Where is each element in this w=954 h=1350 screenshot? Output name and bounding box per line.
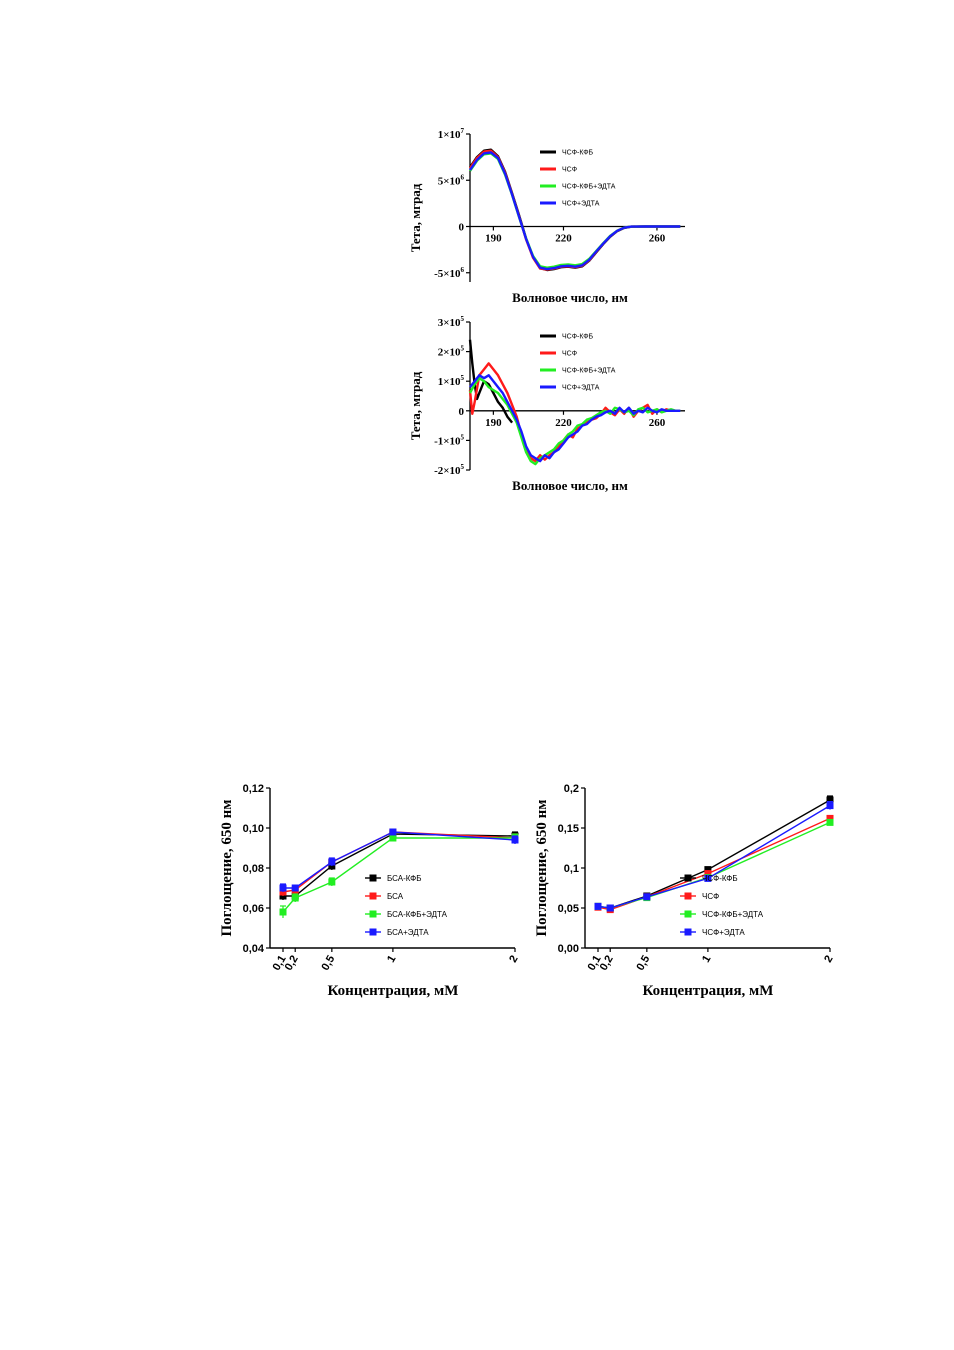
y-tick-label: 0,12 — [243, 783, 264, 795]
legend-label: ЧСФ — [562, 351, 577, 358]
y-tick-label: -5×106 — [434, 266, 464, 280]
y-tick-label: 0,05 — [558, 903, 579, 915]
y-tick-label: 3×105 — [438, 315, 465, 329]
series-line-0 — [283, 833, 516, 897]
legend-label: ЧСФ-КФБ — [702, 874, 738, 883]
legend-label: ЧСФ-КФБ+ЭДТА — [562, 184, 616, 191]
x-tick-label: 2 — [507, 954, 520, 965]
data-point — [291, 894, 299, 902]
data-point — [328, 858, 336, 866]
y-axis-label: Поглощение, 650 нм — [219, 799, 235, 936]
data-point — [279, 884, 287, 892]
x-tick-label: 190 — [485, 233, 502, 245]
y-tick-label: 2×105 — [438, 345, 465, 359]
data-point — [826, 802, 834, 810]
y-tick-label: 0,1 — [564, 863, 579, 875]
data-point — [389, 834, 397, 842]
x-tick-label: 1 — [385, 954, 398, 965]
y-tick-label: 0,04 — [243, 943, 265, 955]
legend-label: ЧСФ — [702, 892, 719, 901]
y-axis-label: Поглощение, 650 нм — [534, 799, 550, 936]
x-tick-label: 0,2 — [283, 954, 301, 973]
legend-label: ЧСФ-КФБ+ЭДТА — [562, 368, 616, 375]
x-tick-label: 220 — [555, 233, 572, 245]
legend-swatch-marker — [369, 910, 377, 918]
cd-spectrum-chart-1: 1×107 5×106 0 -5×106 190 220 260 ЧСФ-КФБ ЧСФ ЧСФ-… — [408, 127, 685, 305]
legend-label: ЧСФ+ЭДТА — [562, 201, 600, 208]
data-point — [606, 904, 614, 912]
legend-label: ЧСФ — [562, 167, 577, 174]
x-tick-label: 260 — [649, 233, 666, 245]
x-axis-label: Концентрация, мМ — [643, 983, 774, 999]
data-point — [826, 818, 834, 826]
x-tick-label: 190 — [485, 417, 502, 429]
data-point — [511, 836, 519, 844]
y-tick-label: 0 — [459, 406, 465, 418]
legend-label: БСА-КФБ — [387, 874, 421, 883]
y-tick-label: 1×105 — [438, 374, 465, 388]
y-axis-label: Тета, мград — [408, 371, 423, 440]
data-point — [328, 878, 336, 886]
x-axis-label: Волновое число, нм — [512, 290, 628, 305]
legend-label: БСА — [387, 892, 404, 901]
y-tick-label: 0 — [459, 222, 465, 234]
data-point — [826, 814, 834, 822]
data-point — [389, 828, 397, 836]
data-point — [704, 866, 712, 874]
cd-spectrum-chart-2: 3×105 2×105 1×105 0 -1×105 -2×105 190 220 260 ЧСФ… — [408, 315, 685, 493]
legend-swatch-marker — [684, 910, 692, 918]
y-tick-label: 1×107 — [438, 127, 465, 141]
x-tick-label: 2 — [822, 954, 835, 965]
x-tick-label: 220 — [555, 417, 572, 429]
legend-label: ЧСФ+ЭДТА — [702, 928, 745, 937]
series-line-1 — [468, 362, 681, 463]
data-point — [704, 874, 712, 882]
legend-swatch-marker — [369, 874, 377, 882]
legend-swatch-marker — [369, 928, 377, 936]
data-point — [643, 893, 651, 901]
series-line-3 — [469, 374, 681, 463]
absorbance-chart-bsa: 0,040,060,080,100,120,10,2 0,5 1 2БСА-КФББС… — [219, 783, 521, 999]
data-point — [291, 884, 299, 892]
data-point — [826, 796, 834, 804]
y-tick-label: 0,08 — [243, 863, 264, 875]
y-tick-label: 0,15 — [558, 823, 579, 835]
x-axis-label: Волновое число, нм — [512, 478, 628, 493]
y-tick-label: -1×105 — [434, 433, 464, 447]
legend-swatch-marker — [369, 892, 377, 900]
x-tick-label: 0,5 — [634, 954, 652, 973]
y-tick-label: 0,00 — [558, 943, 579, 955]
y-tick-label: 5×106 — [438, 173, 465, 187]
x-tick-label: 1 — [700, 954, 713, 965]
absorbance-chart-hsa: 0,000,050,10,150,20,10,2 0,5 1 2ЧСФ-КФБЧСФЧ… — [534, 783, 836, 999]
y-tick-label: 0,2 — [564, 783, 579, 795]
y-axis-label: Тета, мград — [408, 183, 423, 252]
legend-label: ЧСФ-КФБ — [562, 334, 594, 341]
legend-label: БСА+ЭДТА — [387, 928, 429, 937]
legend-label: БСА-КФБ+ЭДТА — [387, 910, 448, 919]
legend-swatch-marker — [684, 874, 692, 882]
y-tick-label: -2×105 — [434, 463, 464, 477]
x-tick-label: 0,5 — [319, 954, 337, 973]
legend-label: ЧСФ+ЭДТА — [562, 385, 600, 392]
x-tick-label: 260 — [649, 417, 666, 429]
legend-label: ЧСФ-КФБ+ЭДТА — [702, 910, 764, 919]
series-line-1 — [282, 831, 516, 893]
y-tick-label: 0,06 — [243, 903, 264, 915]
series-line-3 — [469, 151, 681, 271]
data-point — [594, 902, 602, 910]
x-tick-label: 0,2 — [598, 954, 616, 973]
legend-swatch-marker — [684, 928, 692, 936]
x-axis-label: Концентрация, мМ — [328, 983, 459, 999]
y-tick-label: 0,10 — [243, 823, 264, 835]
legend-swatch-marker — [684, 892, 692, 900]
legend-label: ЧСФ-КФБ — [562, 150, 594, 157]
data-point — [279, 908, 287, 916]
data-point — [704, 870, 712, 878]
